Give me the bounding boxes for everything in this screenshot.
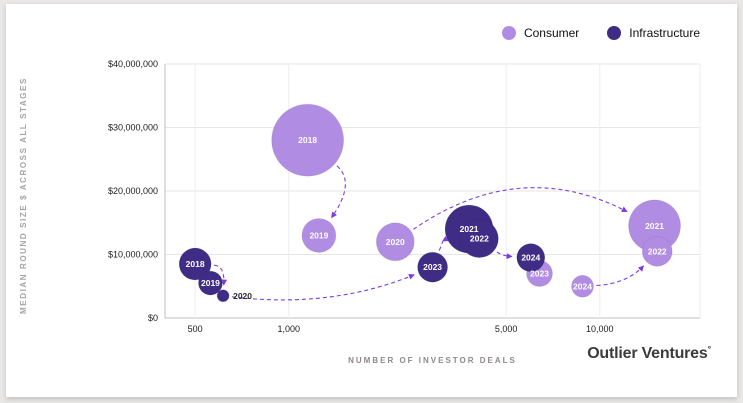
chart-card: $0 $10,000,000 $20,000,000 $30,000,000 $40,0…: [6, 4, 737, 397]
legend-item-consumer[interactable]: Consumer: [501, 26, 580, 40]
x-tick-label: 10,000: [586, 324, 614, 334]
y-tick-label: $10,000,000: [108, 250, 158, 260]
bubble-label-consumer-2020: 2020: [386, 237, 405, 247]
y-axis-title: MEDIAN ROUND SIZE $ ACROSS ALL STAGES: [19, 77, 28, 314]
legend: Consumer Infrastructure: [501, 26, 700, 40]
y-tick-label: $20,000,000: [108, 186, 158, 196]
brand-mark: °: [707, 344, 712, 354]
bubble-consumer-2018[interactable]: [271, 103, 345, 177]
bubble-label-infrastructure-2024: 2024: [521, 253, 540, 263]
trend-arrow-2: [214, 264, 228, 286]
y-tick-label: $0: [148, 313, 158, 323]
bubble-label-infrastructure-2019: 2019: [201, 278, 220, 288]
bubble-label-infrastructure-2022: 2022: [470, 234, 489, 244]
x-tick-label: 5,000: [495, 324, 518, 334]
y-tick-label: $40,000,000: [108, 59, 158, 69]
bubble-consumer-2019[interactable]: [301, 217, 337, 253]
legend-item-infrastructure[interactable]: Infrastructure: [607, 26, 700, 40]
trend-arrow-1: [413, 187, 628, 230]
bubble-label-consumer-2023: 2023: [530, 269, 549, 279]
y-tick-label: $30,000,000: [108, 123, 158, 133]
bubble-label-consumer-2022: 2022: [648, 246, 667, 256]
bubble-infrastructure-2018[interactable]: [178, 247, 212, 281]
legend-label-infrastructure: Infrastructure: [629, 26, 700, 40]
bubble-label-infrastructure-2023: 2023: [423, 262, 442, 272]
trend-arrow-5: [496, 251, 513, 260]
x-axis-title: NUMBER OF INVESTOR DEALS: [348, 356, 517, 365]
bubble-label-infrastructure-2018: 2018: [186, 259, 205, 269]
bubble-label-consumer-2018: 2018: [298, 135, 317, 145]
trend-arrow-0: [331, 165, 346, 219]
infrastructure-legend-swatch-icon: [607, 26, 622, 40]
trend-arrow-6: [596, 265, 645, 287]
bubble-label-consumer-2024: 2024: [573, 281, 592, 291]
bubble-label-consumer-2021: 2021: [645, 221, 664, 231]
trend-arrow-3: [231, 273, 415, 301]
brand-text: Outlier Ventures: [587, 345, 708, 362]
outlier-ventures-logo: Outlier Ventures°: [587, 344, 711, 363]
bubble-infrastructure-2024[interactable]: [516, 243, 546, 273]
bubble-consumer-2024[interactable]: [571, 274, 595, 298]
bubble-infrastructure-2022[interactable]: [459, 219, 499, 259]
x-tick-label: 1,000: [278, 324, 301, 334]
bubble-label-consumer-2019: 2019: [309, 230, 328, 240]
bubble-infrastructure-2020[interactable]: [216, 289, 230, 303]
bubble-label-infrastructure-2020: 2020: [233, 291, 252, 301]
bubble-infrastructure-2023[interactable]: [417, 251, 449, 283]
consumer-legend-swatch-icon: [501, 26, 516, 40]
x-tick-label: 500: [188, 324, 203, 334]
trend-arrow-4: [438, 235, 449, 251]
bubble-consumer-2022[interactable]: [641, 235, 673, 267]
bubble-chart[interactable]: $0 $10,000,000 $20,000,000 $30,000,000 $40,0…: [6, 4, 737, 397]
bubble-consumer-2020[interactable]: [375, 222, 415, 262]
legend-label-consumer: Consumer: [523, 26, 580, 40]
bubble-label-infrastructure-2021: 2021: [460, 224, 479, 234]
